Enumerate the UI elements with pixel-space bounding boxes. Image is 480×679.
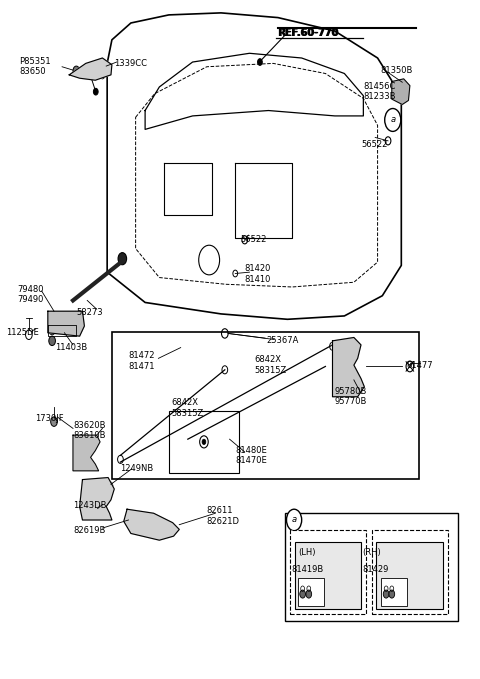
Text: 1125DE: 1125DE — [7, 328, 39, 337]
Text: 58273: 58273 — [76, 308, 103, 317]
Circle shape — [94, 88, 98, 95]
Bar — [285, 513, 458, 621]
Text: a: a — [291, 515, 297, 524]
Circle shape — [51, 417, 57, 426]
Bar — [372, 530, 448, 614]
Circle shape — [86, 481, 105, 508]
Text: 1249NB: 1249NB — [120, 464, 154, 473]
Text: 11403B: 11403B — [55, 343, 87, 352]
Circle shape — [103, 63, 109, 71]
Polygon shape — [80, 477, 114, 520]
Circle shape — [258, 58, 262, 65]
Text: P85351
83650: P85351 83650 — [19, 57, 51, 77]
Text: 81456C
81233B: 81456C 81233B — [363, 82, 396, 101]
Bar — [112, 332, 420, 479]
Text: 81419B: 81419B — [291, 566, 324, 574]
Circle shape — [118, 253, 127, 265]
Text: 81420
81410: 81420 81410 — [245, 265, 271, 284]
Text: REF.60-770: REF.60-770 — [278, 28, 339, 38]
Polygon shape — [48, 311, 84, 336]
Text: (LH): (LH) — [298, 549, 315, 557]
Text: 81429: 81429 — [362, 566, 389, 574]
Circle shape — [73, 66, 80, 75]
Text: a: a — [390, 115, 396, 124]
Text: 81472
81471: 81472 81471 — [129, 351, 155, 371]
Circle shape — [397, 86, 406, 98]
Text: 56522: 56522 — [240, 236, 266, 244]
Text: 95780B
95770B: 95780B 95770B — [335, 387, 367, 407]
Text: 1730JF: 1730JF — [35, 414, 64, 424]
Bar — [290, 530, 366, 614]
Bar — [298, 578, 324, 606]
Text: 1339CC: 1339CC — [114, 59, 147, 68]
Text: 79480
79490: 79480 79490 — [17, 285, 44, 304]
Text: 1243DB: 1243DB — [73, 501, 107, 511]
Text: 6842X
58315Z: 6842X 58315Z — [171, 399, 204, 418]
Circle shape — [300, 590, 305, 598]
Circle shape — [342, 367, 353, 383]
Polygon shape — [124, 509, 179, 540]
Circle shape — [384, 109, 401, 132]
Text: 82619B: 82619B — [73, 526, 106, 534]
Text: 25367A: 25367A — [266, 336, 299, 346]
Circle shape — [49, 336, 56, 346]
Text: 82611
82621D: 82611 82621D — [207, 507, 240, 526]
Circle shape — [337, 349, 350, 368]
Circle shape — [306, 590, 312, 598]
Text: 81480E
81470E: 81480E 81470E — [235, 445, 267, 465]
Circle shape — [202, 439, 206, 445]
Text: (RH): (RH) — [362, 549, 381, 557]
Bar — [381, 578, 407, 606]
Text: 83620B
83610B: 83620B 83610B — [73, 421, 106, 440]
Polygon shape — [69, 58, 112, 80]
Bar — [169, 411, 239, 473]
Circle shape — [384, 590, 389, 598]
Bar — [376, 542, 443, 609]
Circle shape — [389, 590, 395, 598]
Text: 56522: 56522 — [361, 140, 387, 149]
Circle shape — [287, 509, 301, 531]
Text: REF.60-770: REF.60-770 — [277, 28, 338, 38]
Text: 81350B: 81350B — [380, 66, 412, 75]
Circle shape — [95, 504, 101, 513]
Text: 81477: 81477 — [406, 361, 432, 369]
Bar — [333, 380, 352, 394]
Polygon shape — [73, 435, 100, 471]
Polygon shape — [333, 337, 364, 397]
Text: 6842X
58315Z: 6842X 58315Z — [254, 355, 287, 375]
Polygon shape — [392, 79, 410, 105]
Bar — [295, 542, 361, 609]
